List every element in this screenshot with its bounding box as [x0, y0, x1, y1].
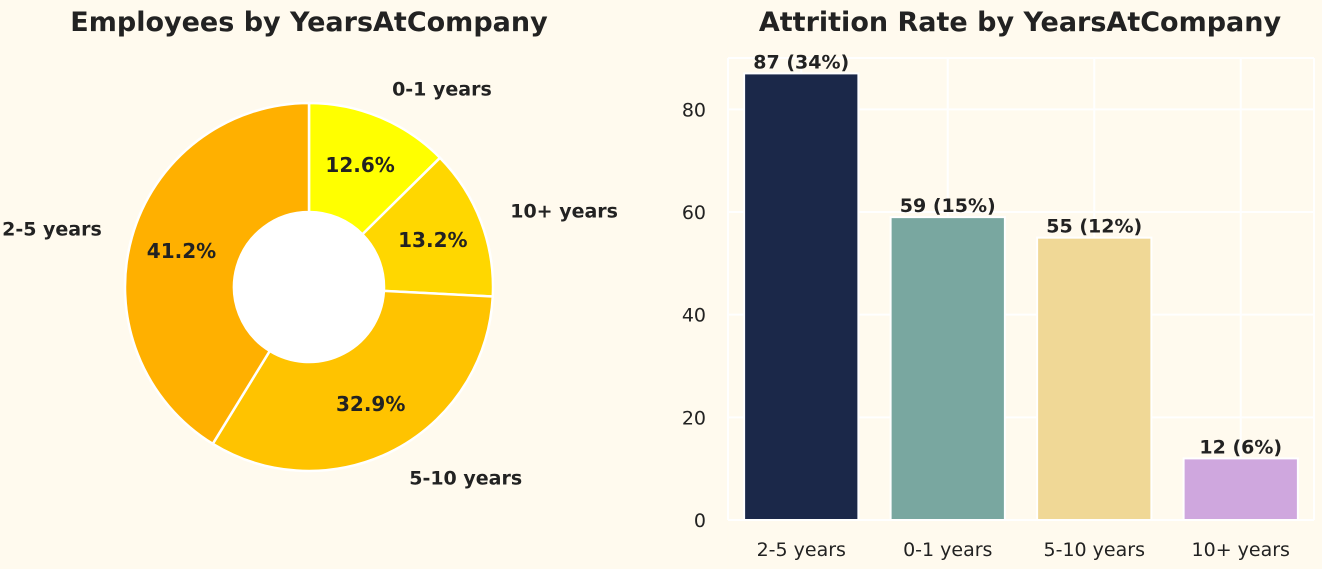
bar-title: Attrition Rate by YearsAtCompany	[759, 7, 1282, 38]
bar-data-label-2-5-years: 87 (34%)	[753, 51, 849, 73]
y-tick-label: 80	[682, 99, 706, 121]
pie-pct-label-2-5-years: 41.2%	[147, 239, 216, 263]
pie-category-label-2-5-years: 2-5 years	[2, 219, 102, 241]
pie-pct-label-5-10-years: 32.9%	[336, 392, 405, 416]
bar-data-label-5-10-years: 55 (12%)	[1046, 216, 1142, 238]
pie-title: Employees by YearsAtCompany	[70, 7, 548, 38]
pie-pct-label-10-years: 13.2%	[398, 228, 467, 252]
x-tick-label-10-years: 10+ years	[1192, 539, 1290, 561]
bar-10-years	[1182, 457, 1299, 521]
donut-hole	[234, 212, 384, 362]
y-tick-label: 0	[694, 510, 706, 532]
x-tick-label-0-1-years: 0-1 years	[903, 539, 992, 561]
bar-data-label-0-1-years: 59 (15%)	[900, 195, 996, 217]
y-tick-label: 60	[682, 202, 706, 224]
pie-chart: Employees by YearsAtCompany 12.6% 0-1 yea…	[2, 7, 618, 490]
y-axis-ticks: 0 20 40 60 80	[682, 99, 706, 532]
pie-category-label-10-years: 10+ years	[510, 201, 618, 223]
bar-chart: Attrition Rate by YearsAtCompany 87 (34%…	[682, 7, 1315, 561]
bar-0-1-years	[889, 216, 1006, 521]
pie-pct-label-0-1-years: 12.6%	[325, 153, 394, 177]
y-tick-label: 20	[682, 407, 706, 429]
bars: 87 (34%) 59 (15%) 55 (12%) 12 (6%)	[743, 51, 1299, 522]
pie-labels: 12.6% 0-1 years 13.2% 10+ years 32.9% 5-10 ye…	[2, 78, 618, 489]
x-axis-ticks: 2-5 years 0-1 years 5-10 years 10+ years	[757, 539, 1290, 561]
x-tick-label-2-5-years: 2-5 years	[757, 539, 846, 561]
bar-data-label-10-years: 12 (6%)	[1199, 436, 1282, 458]
pie-category-label-5-10-years: 5-10 years	[409, 468, 522, 490]
pie-slices	[123, 101, 495, 473]
bar-5-10-years	[1036, 236, 1153, 522]
bar-2-5-years	[743, 72, 860, 522]
pie-category-label-0-1-years: 0-1 years	[392, 78, 492, 100]
x-tick-label-5-10-years: 5-10 years	[1044, 539, 1145, 561]
y-tick-label: 40	[682, 305, 706, 327]
